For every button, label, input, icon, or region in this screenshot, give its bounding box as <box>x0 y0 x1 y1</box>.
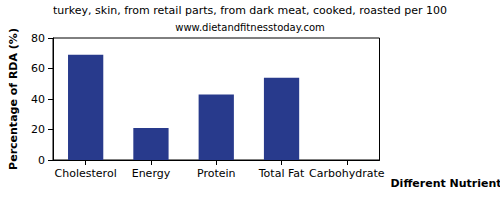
svg-text:www.dietandfitnesstoday.com: www.dietandfitnesstoday.com <box>175 22 324 33</box>
svg-text:Cholesterol: Cholesterol <box>55 167 117 180</box>
svg-text:20: 20 <box>31 123 45 136</box>
svg-text:Different Nutrients: Different Nutrients <box>390 177 500 190</box>
svg-text:Total Fat: Total Fat <box>258 167 305 180</box>
svg-text:60: 60 <box>31 62 45 75</box>
svg-text:80: 80 <box>31 32 45 45</box>
svg-text:Percentage of RDA (%): Percentage of RDA (%) <box>7 28 20 170</box>
svg-text:Protein: Protein <box>197 167 236 180</box>
svg-text:40: 40 <box>31 93 45 106</box>
svg-text:0: 0 <box>38 154 45 167</box>
svg-text:turkey, skin, from retail part: turkey, skin, from retail parts, from da… <box>53 4 447 17</box>
svg-text:Energy: Energy <box>132 167 171 180</box>
svg-text:Carbohydrate: Carbohydrate <box>309 167 385 180</box>
